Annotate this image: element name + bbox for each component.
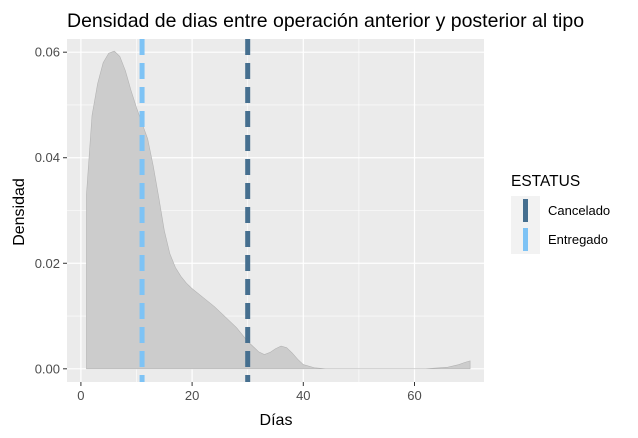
- chart-title: Densidad de dias entre operación anterio…: [67, 10, 584, 32]
- x-tick-label: 0: [77, 388, 84, 403]
- x-tick-label: 40: [296, 388, 310, 403]
- legend-label-entregado: Entregado: [548, 232, 608, 247]
- legend: ESTATUS Cancelado Entregado: [511, 173, 610, 254]
- legend-title: ESTATUS: [511, 173, 580, 190]
- x-tick-label: 60: [407, 388, 421, 403]
- y-tick-label: 0.00: [35, 361, 60, 376]
- y-tick-label: 0.06: [35, 45, 60, 60]
- density-area: [86, 50, 471, 370]
- y-axis-title: Densidad: [11, 178, 28, 246]
- x-axis-title: Días: [260, 412, 293, 429]
- x-axis-ticks: 0 20 40 60: [77, 382, 422, 403]
- reference-lines: [139, 39, 251, 382]
- y-tick-label: 0.04: [35, 150, 60, 165]
- legend-label-cancelado: Cancelado: [548, 203, 610, 218]
- y-tick-label: 0.02: [35, 256, 60, 271]
- y-axis-ticks: 0.00 0.02 0.04 0.06: [35, 45, 67, 376]
- x-tick-label: 20: [185, 388, 199, 403]
